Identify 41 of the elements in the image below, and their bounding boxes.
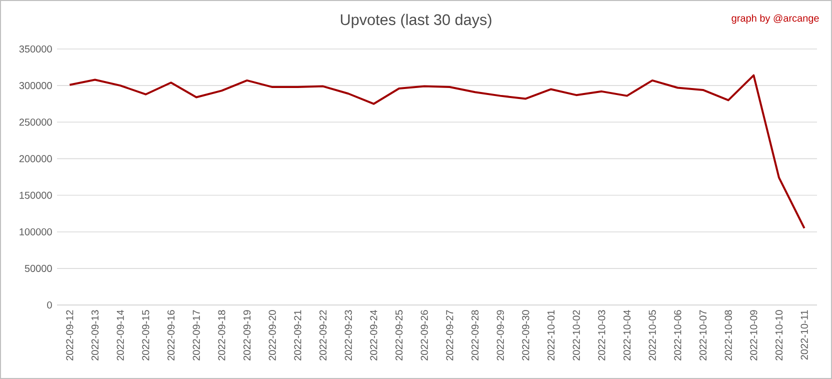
x-tick-label: 2022-09-23: [344, 310, 352, 360]
x-tick-label: 2022-09-30: [522, 310, 530, 360]
y-tick-label: 150000: [20, 192, 52, 199]
x-tick-label: 2022-09-12: [66, 310, 74, 360]
x-tick-label: 2022-10-07: [699, 310, 707, 360]
x-tick-label: 2022-09-26: [420, 310, 428, 360]
x-tick-label: 2022-10-03: [598, 310, 606, 360]
chart-title: Upvotes (last 30 days): [340, 14, 492, 28]
x-tick-label: 2022-09-22: [319, 310, 327, 360]
x-tick-label: 2022-10-05: [648, 310, 656, 360]
x-tick-label: 2022-10-04: [623, 310, 631, 360]
x-tick-label: 2022-09-28: [471, 310, 479, 360]
x-tick-label: 2022-10-02: [572, 310, 580, 360]
x-tick-label: 2022-09-14: [116, 310, 124, 360]
x-tick-label: 2022-09-15: [142, 310, 150, 360]
x-tick-label: 2022-10-08: [724, 310, 732, 360]
text: graph by @arcange: [732, 14, 819, 24]
line-series: [68, 74, 806, 230]
x-tick-label: 2022-09-25: [395, 310, 403, 360]
x-tick-label: 2022-10-01: [547, 310, 555, 360]
x-tick-label: 2022-10-09: [750, 310, 758, 360]
x-tick-label: 2022-09-17: [192, 310, 200, 360]
y-tick-label: 300000: [19, 82, 52, 90]
x-tick-label: 2022-09-29: [496, 310, 504, 360]
x-tick-label: 2022-10-10: [775, 310, 783, 360]
y-tick-label: 350000: [19, 45, 52, 53]
y-tick-label: 0: [47, 301, 52, 309]
x-tick-label: 2022-09-16: [167, 310, 175, 360]
y-tick-label: 200000: [19, 155, 52, 162]
x-tick-label: 2022-09-19: [243, 310, 251, 360]
x-tick-label: 2022-09-27: [446, 310, 454, 360]
y-tick-label: 100000: [20, 228, 52, 236]
x-tick-label: 2022-09-21: [294, 310, 302, 360]
x-tick-label: 2022-09-24: [370, 310, 378, 360]
y-tick-label: 250000: [19, 118, 52, 126]
x-tick-label: 2022-10-11: [800, 310, 808, 360]
x-tick-label: 2022-09-13: [91, 310, 99, 360]
x-tick-label: 2022-09-18: [218, 310, 226, 360]
x-tick-label: 2022-10-06: [674, 310, 682, 360]
y-tick-label: 50000: [24, 264, 52, 272]
x-tick-label: 2022-09-20: [268, 310, 276, 360]
